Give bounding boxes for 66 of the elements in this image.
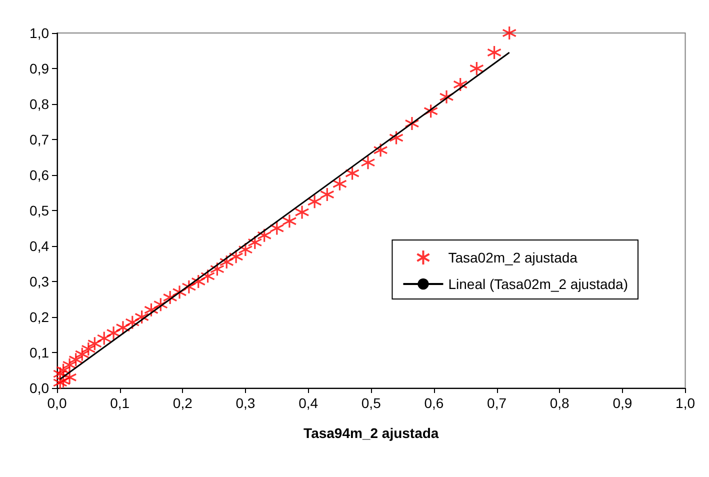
point [248, 235, 262, 250]
point [332, 176, 348, 192]
point [257, 228, 272, 243]
x-tick-label: 0,3 [236, 395, 256, 411]
y-tick-label: 0,8 [30, 96, 50, 112]
point [125, 315, 140, 330]
point [439, 90, 454, 104]
point [360, 155, 376, 170]
x-tick-label: 0,4 [298, 395, 318, 411]
point [162, 290, 178, 305]
point [270, 220, 284, 236]
point [200, 268, 216, 284]
point [486, 45, 502, 60]
x-tick-label: 0,9 [612, 395, 632, 411]
point [373, 142, 388, 158]
y-tick-label: 0,4 [30, 238, 50, 254]
point [388, 130, 404, 146]
point [453, 77, 468, 92]
y-tick-label: 0,2 [30, 309, 50, 325]
point [294, 204, 310, 220]
legend-label: Tasa02m_2 ajustada [448, 250, 578, 266]
x-axis-title: Tasa94m_2 ajustada [304, 425, 439, 441]
point [96, 331, 112, 346]
y-tick-label: 0,6 [30, 167, 50, 183]
x-tick-label: 0,6 [424, 395, 444, 411]
y-tick-label: 0,1 [30, 344, 50, 360]
y-tick-label: 0,9 [30, 60, 50, 76]
x-tick-label: 1,0 [676, 395, 696, 411]
x-tick-label: 0,5 [361, 395, 382, 411]
point [153, 297, 168, 312]
y-tick-label: 0,0 [30, 380, 50, 396]
point [182, 280, 196, 294]
x-tick-label: 0,2 [172, 395, 193, 411]
point [502, 26, 517, 40]
point [81, 342, 96, 356]
x-tick-label: 0,8 [550, 395, 570, 411]
point [320, 187, 334, 202]
point [404, 116, 420, 131]
point [210, 262, 225, 276]
point [172, 284, 187, 300]
y-tick-label: 1,0 [30, 25, 50, 41]
point [144, 302, 159, 318]
point [56, 362, 71, 378]
point [307, 194, 322, 209]
point [68, 352, 84, 367]
point [282, 214, 297, 228]
point [219, 254, 234, 270]
y-tick-label: 0,3 [30, 274, 50, 290]
point [106, 326, 121, 340]
point [62, 358, 77, 372]
y-tick-label: 0,7 [30, 132, 50, 148]
x-tick-label: 0,1 [110, 395, 130, 411]
point [238, 242, 253, 257]
point [424, 104, 438, 118]
x-tick-label: 0,0 [47, 395, 67, 411]
point [228, 249, 244, 264]
point [116, 320, 130, 335]
y-tick-label: 0,5 [30, 202, 50, 218]
point [469, 61, 484, 76]
point [191, 274, 206, 289]
point [74, 346, 90, 362]
point [87, 336, 102, 351]
point [344, 166, 360, 181]
legend-label: Lineal (Tasa02m_2 ajustada) [448, 276, 628, 292]
x-tick-label: 0,7 [487, 395, 507, 411]
point [134, 310, 150, 324]
